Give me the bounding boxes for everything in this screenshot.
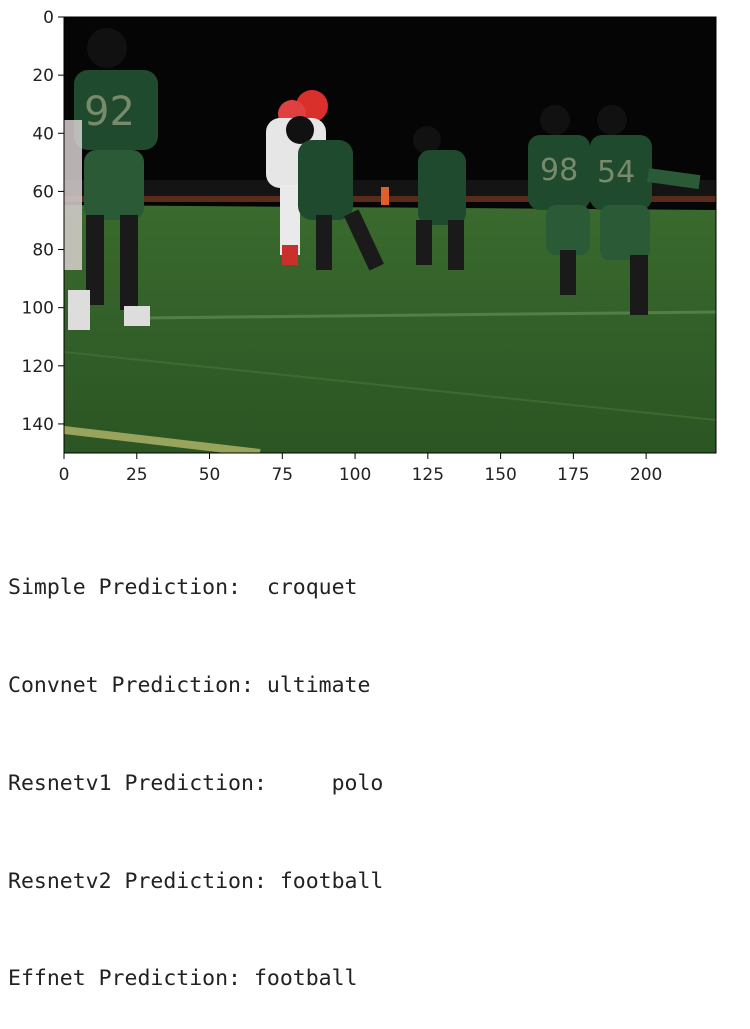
y-tick-label: 0 <box>43 8 54 28</box>
prediction-output: Simple Prediction: croquet Convnet Predi… <box>8 507 383 1029</box>
y-axis: 0 20 40 60 80 100 120 140 <box>22 8 64 435</box>
x-tick-label: 25 <box>126 465 148 485</box>
y-tick-label: 80 <box>32 241 54 261</box>
y-tick-label: 40 <box>32 124 54 144</box>
svg-text:92: 92 <box>84 89 135 135</box>
svg-text:54: 54 <box>597 155 635 190</box>
player-92: 92 <box>68 28 158 330</box>
output-line-effnet: Effnet Prediction: football <box>8 966 358 992</box>
x-tick-label: 50 <box>199 465 221 485</box>
output-line-simple: Simple Prediction: croquet <box>8 575 358 601</box>
image-plot: 92 <box>22 8 717 485</box>
output-line-convnet: Convnet Prediction: ultimate <box>8 672 371 698</box>
x-tick-label: 125 <box>412 465 444 485</box>
y-tick-label: 100 <box>22 299 54 319</box>
y-tick-label: 20 <box>32 66 54 86</box>
x-axis: 0 25 50 75 100 125 150 175 200 <box>59 453 662 485</box>
x-tick-label: 200 <box>630 465 662 485</box>
player-mid <box>286 116 384 271</box>
x-tick-label: 150 <box>484 465 516 485</box>
axes-frame <box>63 16 717 454</box>
x-tick-label: 75 <box>271 465 293 485</box>
y-tick-label: 140 <box>22 415 54 435</box>
player-54: 54 <box>590 105 701 315</box>
y-tick-label: 120 <box>22 357 54 377</box>
x-tick-label: 0 <box>59 465 70 485</box>
svg-text:98: 98 <box>540 153 578 188</box>
player-98: 98 <box>528 105 590 295</box>
output-line-resnetv1: Resnetv1 Prediction: polo <box>8 770 384 796</box>
photo: 92 <box>64 17 716 453</box>
x-tick-label: 100 <box>339 465 371 485</box>
output-line-resnetv2: Resnetv2 Prediction: football <box>8 868 384 894</box>
player-center <box>413 126 466 270</box>
y-tick-label: 60 <box>32 182 54 202</box>
x-tick-label: 175 <box>557 465 589 485</box>
